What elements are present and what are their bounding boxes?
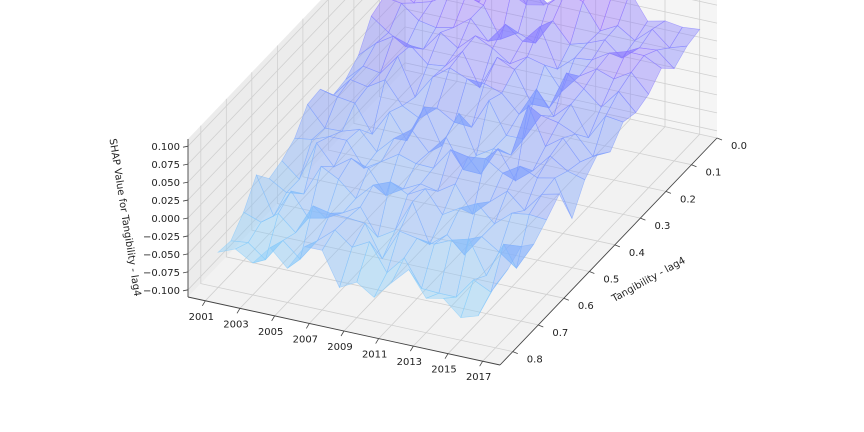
y-tick-mark [614,244,621,248]
z-tick-mark [182,163,189,166]
y-tick-mark [640,217,646,221]
y-tick-label: 0.7 [552,328,568,339]
grid-line-y [353,0,666,192]
y-tick-label: 0.0 [731,141,747,152]
z-tick-label: 0.075 [151,160,180,171]
x-tick-label: 2013 [397,357,422,368]
y-tick-mark [665,191,672,194]
grid-line-z [187,0,329,147]
z-tick-mark [182,235,189,238]
surface-face [523,0,545,6]
x-tick-label: 2009 [327,342,352,353]
x-tick-mark [236,308,241,314]
y-axis-title: Tangibility - lag4 [609,255,687,305]
y-tick-label: 0.5 [603,275,619,286]
z-tick-mark [182,253,189,256]
grid-line-y [276,45,590,272]
z-tick-mark [182,181,189,184]
surface-face [519,0,527,6]
x-tick-mark [201,300,206,306]
axis-ticks: 2001200320052007200920112013201520170.00… [143,137,747,383]
y-tick-label: 0.3 [654,221,670,232]
x-tick-label: 2005 [258,327,283,338]
y-tick-mark [716,137,723,141]
y-tick-mark [512,351,518,355]
grid-line-y [327,0,641,219]
y-tick-label: 0.2 [680,194,696,205]
surface-face [460,279,492,318]
y-tick-label: 0.6 [578,301,594,312]
x-tick-label: 2015 [431,365,456,376]
surface-mesh [217,0,701,319]
grid-line-y [379,0,692,166]
grid-line-y [251,72,564,299]
grid-line-y [302,18,615,246]
grid-line-z [187,44,718,273]
grid-line-z [187,0,718,219]
grid-line-z [187,0,718,183]
y-tick-mark [589,271,595,274]
z-tick-mark [182,145,189,148]
z-tick-label: −0.025 [143,232,180,243]
y-axis-line [499,137,718,366]
surface-face [269,240,301,269]
y-tick-label: 0.8 [527,355,543,366]
z-tick-label: 0.050 [151,178,180,189]
z-tick-label: −0.050 [143,250,180,261]
z-tick-label: 0.025 [151,196,180,207]
side-pane [188,0,405,297]
y-tick-label: 0.1 [706,168,722,179]
surface-face [373,257,405,298]
z-tick-label: −0.075 [143,268,180,279]
x-tick-mark [375,338,380,344]
z-tick-mark [182,289,189,292]
x-tick-label: 2001 [189,312,214,323]
x-tick-label: 2007 [293,334,318,345]
x-tick-mark [444,353,449,359]
grid-line-y [225,98,539,326]
grid-line-z [187,0,718,201]
grid-line-y [404,0,718,139]
surface-face [234,242,267,264]
x-tick-mark [340,330,345,337]
grid-line-y [200,125,513,352]
x-tick-label: 2011 [362,350,387,361]
x-tick-mark [305,323,310,329]
x-tick-label: 2003 [223,319,248,330]
grid-line-z [187,0,718,165]
z-tick-label: −0.100 [143,286,180,297]
z-tick-label: 0.000 [151,214,180,225]
y-tick-mark [691,164,697,168]
y-tick-mark [538,324,544,328]
z-tick-mark [182,217,189,220]
grid-line-z [187,26,718,255]
z-tick-label: 0.100 [151,142,180,153]
x-tick-mark [479,361,484,367]
x-tick-mark [409,345,414,352]
y-tick-label: 0.4 [629,248,645,259]
x-tick-mark [271,315,276,322]
z-tick-mark [182,199,189,202]
y-tick-mark [563,297,569,301]
grid-line-z [187,62,718,291]
z-tick-mark [182,271,189,274]
x-tick-label: 2017 [466,372,491,383]
z-axis-title: SHAP Value for Tangibility - lag4 [107,138,143,297]
